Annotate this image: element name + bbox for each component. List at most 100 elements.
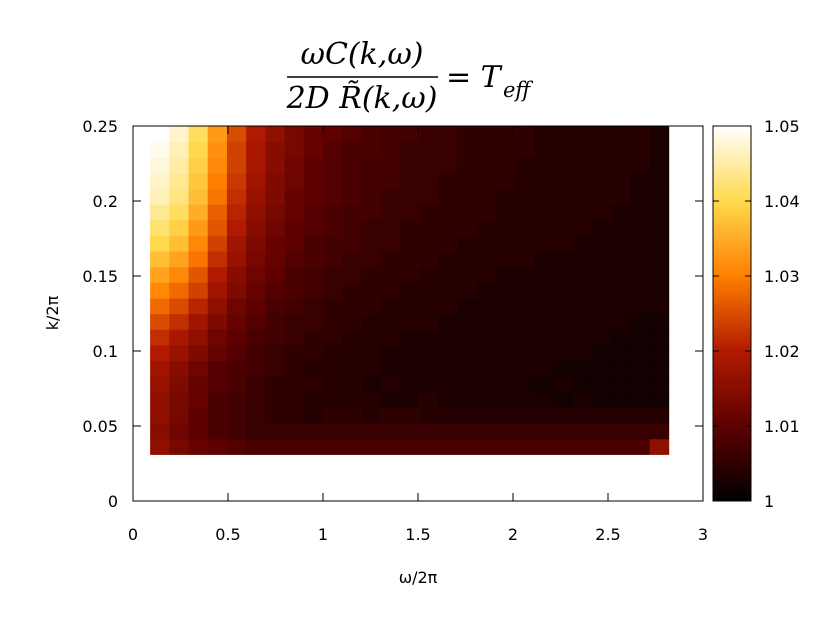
heatmap-cell <box>419 141 439 158</box>
heatmap-cell <box>150 282 170 299</box>
x-tick-label: 1.5 <box>405 525 430 544</box>
heatmap-cell <box>265 204 285 221</box>
heatmap-cell <box>476 360 497 377</box>
heatmap-cell <box>649 407 670 424</box>
heatmap-cell <box>284 391 305 408</box>
heatmap-cell <box>649 126 670 143</box>
colorbar-tick-label: 1.04 <box>764 192 800 211</box>
heatmap-cell <box>572 423 593 440</box>
heatmap-cell <box>169 266 189 283</box>
heatmap-cell <box>611 298 631 315</box>
heatmap-cell <box>457 282 478 299</box>
heatmap-cell <box>438 157 458 174</box>
heatmap-cell <box>207 423 228 440</box>
heatmap-cell <box>553 157 574 174</box>
heatmap-cell <box>226 141 247 158</box>
heatmap-cell <box>303 235 324 252</box>
heatmap-cell <box>476 157 497 174</box>
heatmap-cell <box>188 438 209 455</box>
heatmap-cell <box>515 204 535 221</box>
heatmap-cell <box>284 313 305 330</box>
heatmap-cell <box>419 188 439 205</box>
heatmap-cell <box>611 141 631 158</box>
heatmap-cell <box>399 266 420 283</box>
heatmap-cell <box>188 298 209 315</box>
heatmap-cell <box>265 298 285 315</box>
heatmap-cell <box>515 438 535 455</box>
heatmap-cell <box>150 438 170 455</box>
heatmap-cell <box>188 141 209 158</box>
heatmap-cell <box>342 204 362 221</box>
heatmap-cell <box>265 251 285 268</box>
heatmap-cell <box>361 251 382 268</box>
heatmap-cell <box>150 391 170 408</box>
heatmap-cell <box>534 157 554 174</box>
heatmap-cell <box>457 298 478 315</box>
heatmap-cell <box>495 219 516 236</box>
heatmap-cell <box>515 188 535 205</box>
heatmap-cell <box>323 126 343 143</box>
heatmap-cell <box>591 126 612 143</box>
heatmap-cell <box>534 391 554 408</box>
heatmap-cell <box>534 172 554 189</box>
heatmap-cell <box>361 188 382 205</box>
heatmap-cell <box>419 298 439 315</box>
heatmap-cell <box>438 266 458 283</box>
heatmap-cell <box>515 376 535 393</box>
heatmap-cell <box>207 313 228 330</box>
heatmap-cell <box>438 204 458 221</box>
heatmap-cell <box>303 157 324 174</box>
heatmap-cell <box>284 438 305 455</box>
heatmap-cell <box>150 157 170 174</box>
heatmap-cell <box>515 141 535 158</box>
heatmap-cell <box>265 391 285 408</box>
heatmap-cell <box>303 329 324 346</box>
heatmap-cell <box>457 235 478 252</box>
heatmap-cell <box>169 376 189 393</box>
heatmap-cell <box>284 298 305 315</box>
heatmap-cell <box>572 204 593 221</box>
heatmap-cell <box>438 219 458 236</box>
heatmap-cell <box>476 266 497 283</box>
heatmap-cell <box>476 126 497 143</box>
heatmap-cell <box>419 345 439 362</box>
colorbar-tick-label: 1.03 <box>764 267 800 286</box>
heatmap-cell <box>150 329 170 346</box>
heatmap-cell <box>515 345 535 362</box>
heatmap-cell <box>476 329 497 346</box>
heatmap-cell <box>361 204 382 221</box>
heatmap-cell <box>457 391 478 408</box>
heatmap-cell <box>515 235 535 252</box>
heatmap-cell <box>419 204 439 221</box>
heatmap-cell <box>476 407 497 424</box>
x-tick-label: 2.5 <box>595 525 620 544</box>
heatmap-cell <box>630 126 650 143</box>
y-tick-label: 0.05 <box>82 417 118 436</box>
heatmap-cell <box>419 391 439 408</box>
heatmap-cell <box>150 313 170 330</box>
heatmap-cell <box>649 423 670 440</box>
heatmap-cell <box>630 282 650 299</box>
heatmap-cell <box>246 141 266 158</box>
heatmap-cell <box>303 282 324 299</box>
heatmap-cell <box>226 266 247 283</box>
heatmap-cell <box>246 329 266 346</box>
heatmap-cell <box>495 329 516 346</box>
heatmap-cell <box>438 251 458 268</box>
heatmap-cell <box>611 219 631 236</box>
heatmap-cell <box>457 407 478 424</box>
heatmap-cell <box>534 235 554 252</box>
heatmap-cell <box>591 313 612 330</box>
heatmap-cell <box>207 219 228 236</box>
heatmap-cell <box>284 407 305 424</box>
heatmap-cell <box>284 157 305 174</box>
heatmap-cell <box>169 126 189 143</box>
heatmap-cell <box>476 219 497 236</box>
heatmap-cell <box>572 345 593 362</box>
heatmap-cell <box>611 313 631 330</box>
heatmap-cell <box>515 266 535 283</box>
heatmap-cell <box>591 235 612 252</box>
heatmap-cell <box>438 126 458 143</box>
heatmap-cell <box>611 188 631 205</box>
heatmap-cell <box>342 345 362 362</box>
